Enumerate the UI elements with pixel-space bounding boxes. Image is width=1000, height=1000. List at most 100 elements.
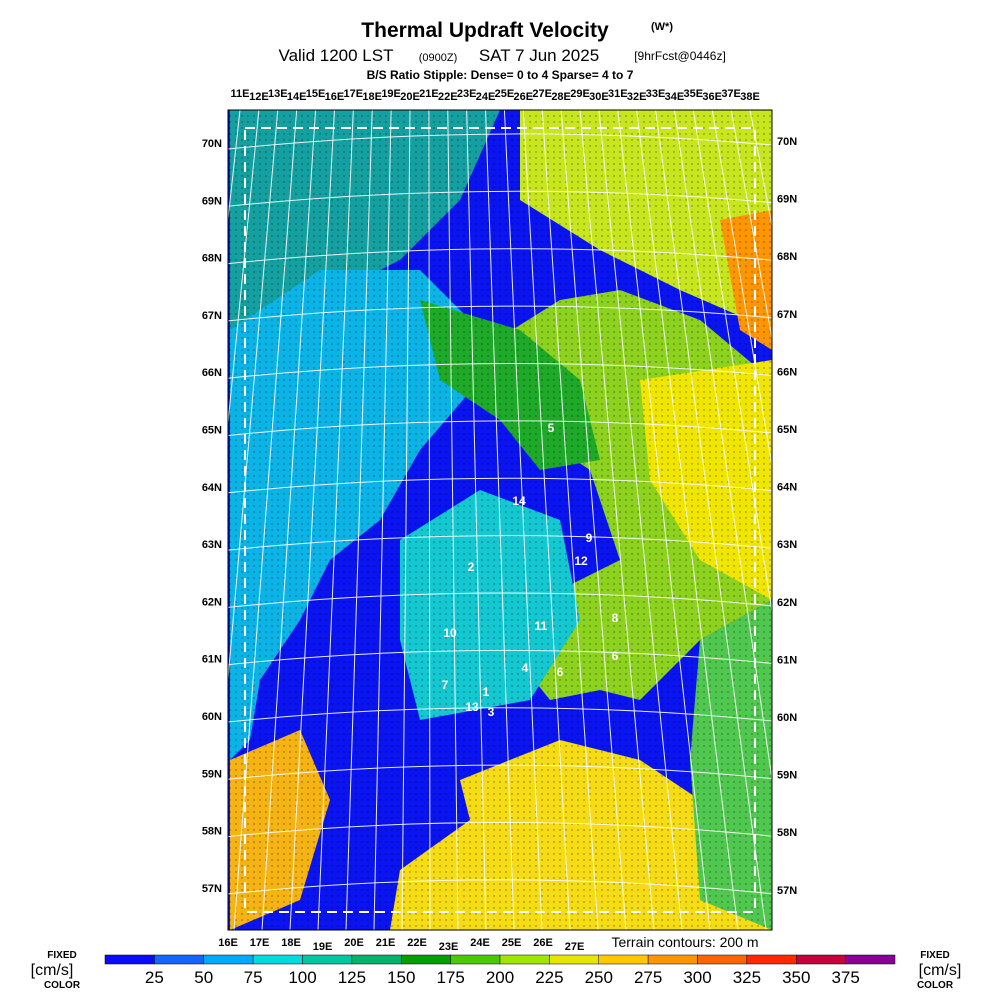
colorbar-tick-label: 175 [436,968,464,987]
lat-label: 63N [202,539,222,551]
region-number: 1 [483,685,490,699]
lon-label: 38E [740,91,760,103]
lon-label: 26E [533,937,553,949]
lat-label: 68N [202,253,222,265]
lat-label: 66N [202,367,222,379]
lat-label: 68N [777,251,797,263]
colorbar-swatch [450,954,501,965]
region-number: 10 [443,626,457,640]
lat-line [228,592,772,608]
lat-line [228,305,772,322]
region-number: 6 [557,665,564,679]
lon-label: 19E [381,88,401,100]
lon-label: 18E [362,91,382,103]
lat-line [228,190,772,207]
lon-line [373,110,392,930]
lat-label: 60N [777,712,797,724]
lon-line [447,110,459,930]
region-number: 12 [574,554,588,568]
lon-line [560,110,627,930]
lon-line [617,110,711,930]
colorbar-unit-right: [cm/s] [919,962,962,979]
domain-box [244,127,756,913]
lon-line [317,110,354,930]
region-number: 13 [465,700,479,714]
region-number: 8 [612,611,619,625]
lon-label: 29E [570,88,590,100]
lon-line [636,110,739,930]
stipple-note: B/S Ratio Stipple: Dense= 0 to 4 Sparse=… [367,68,634,82]
colorbar-tick-label: 325 [733,968,761,987]
colorbar-tick-label: 300 [683,968,711,987]
lon-label: 20E [344,937,364,949]
colorbar-tick-label: 275 [634,968,662,987]
lat-line [228,649,772,666]
lat-line [228,822,772,838]
colorbar-swatch [647,954,698,965]
colorbar-swatch [746,954,797,965]
map-frame [227,109,773,931]
colorbar-tick-label: 25 [145,968,164,987]
lon-line [261,110,317,930]
lon-line [228,110,279,685]
lon-label: 23E [439,941,459,953]
lon-label: 34E [665,91,685,103]
colorbar-swatch [401,954,451,965]
lon-label: 23E [457,88,477,100]
lon-label: 16E [325,91,345,103]
lon-line [692,110,772,615]
lon-line [522,110,571,930]
lat-label: 67N [202,310,222,322]
lat-label: 62N [202,596,222,608]
lat-label: 64N [777,482,797,494]
lat-label: 69N [202,195,222,207]
colorbar-color-left: COLOR [44,980,81,991]
colorbar-swatch [796,954,846,965]
forecast: [9hrFcst@0446z] [634,49,726,63]
lon-label: 35E [684,88,704,100]
colorbar-tick-label: 250 [585,968,613,987]
lat-label: 58N [202,826,222,838]
lon-label: 22E [438,91,458,103]
colorbar-swatch [845,954,896,965]
colorbar-tick-label: 75 [244,968,263,987]
lat-label: 70N [202,138,222,150]
lon-line [466,110,487,930]
colorbar-color-right: COLOR [917,980,954,991]
colorbar-tick-label: 50 [194,968,213,987]
colorbar-swatch [351,954,402,965]
terrain-note: Terrain contours: 200 m [611,934,758,950]
lon-label: 24E [476,91,496,103]
lon-label: 27E [565,941,585,953]
lon-line [485,110,515,930]
colorbar-fixed-right: FIXED [920,950,949,961]
region-number: 6 [612,649,619,663]
colorbar-swatch [252,954,303,965]
colorbar-unit-left: [cm/s] [31,962,74,979]
colorbar-tick-label: 125 [338,968,366,987]
lon-label: 22E [407,937,427,949]
lon-line [541,110,599,930]
lon-label: 14E [287,91,307,103]
lon-label: 33E [646,88,666,100]
lon-label: 37E [721,88,741,100]
region-number: 2 [468,560,475,574]
date: SAT 7 Jun 2025 [479,46,599,65]
lon-label: 21E [376,937,396,949]
lon-label: 20E [400,91,420,103]
lat-label: 65N [777,424,797,436]
lon-line [673,110,772,783]
lon-line [711,110,772,469]
lat-line [228,879,772,895]
lon-label: 18E [281,937,301,949]
region-number: 3 [488,705,495,719]
lat-line [228,248,772,265]
lon-label: 17E [344,88,364,100]
lon-label: 17E [250,937,270,949]
lon-label: 30E [589,91,609,103]
lat-label: 62N [777,597,797,609]
lon-label: 25E [495,88,515,100]
lon-label: 15E [306,88,326,100]
lon-label: 11E [231,88,250,100]
lat-label: 58N [777,827,797,839]
